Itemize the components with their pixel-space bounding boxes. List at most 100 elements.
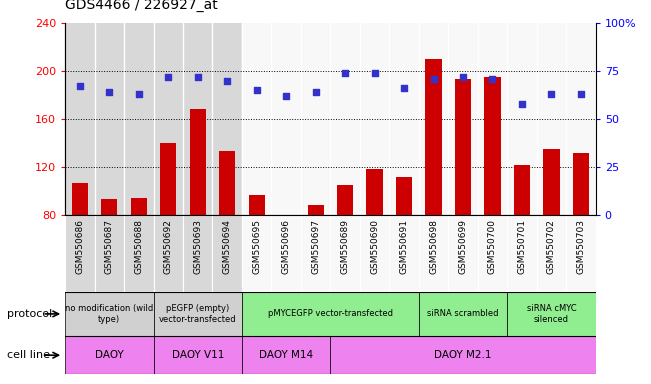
Bar (331, 336, 596, 374)
Bar (94, 23, 124, 215)
Bar (154, 215, 183, 292)
Bar (94, 215, 124, 292)
Bar (72, 183, 88, 311)
Text: GSM550699: GSM550699 (458, 219, 467, 274)
Text: GSM550693: GSM550693 (193, 219, 202, 274)
Point (517, 101, 527, 107)
Point (104, 89, 115, 95)
Bar (242, 292, 419, 336)
Bar (242, 336, 331, 374)
Bar (507, 23, 536, 215)
Bar (212, 215, 242, 292)
Text: GSM550689: GSM550689 (340, 219, 350, 274)
Text: pMYCEGFP vector-transfected: pMYCEGFP vector-transfected (268, 310, 393, 318)
Bar (101, 199, 117, 311)
Bar (278, 215, 294, 311)
Bar (360, 23, 389, 215)
Bar (573, 152, 589, 311)
Point (311, 89, 321, 95)
Bar (301, 23, 330, 215)
Bar (484, 77, 501, 311)
Text: GSM550686: GSM550686 (76, 219, 85, 274)
Bar (419, 292, 507, 336)
Bar (449, 23, 478, 215)
Text: DAOY M14: DAOY M14 (259, 350, 313, 360)
Bar (360, 215, 389, 292)
Bar (367, 169, 383, 311)
Bar (426, 59, 441, 311)
Bar (536, 23, 566, 215)
Point (340, 70, 350, 76)
Point (193, 74, 203, 80)
Text: GSM550691: GSM550691 (400, 219, 409, 274)
Point (222, 78, 232, 84)
Bar (419, 215, 449, 292)
Bar (65, 336, 154, 374)
Bar (389, 23, 419, 215)
Text: DAOY: DAOY (95, 350, 124, 360)
Text: GSM550694: GSM550694 (223, 219, 232, 274)
Bar (419, 23, 449, 215)
Point (369, 70, 380, 76)
Text: GDS4466 / 226927_at: GDS4466 / 226927_at (65, 0, 218, 12)
Text: GSM550692: GSM550692 (164, 219, 173, 274)
Bar (566, 23, 596, 215)
Bar (271, 23, 301, 215)
Bar (219, 151, 235, 311)
Bar (124, 215, 154, 292)
Bar (389, 215, 419, 292)
Point (488, 76, 498, 82)
Point (163, 74, 173, 80)
Bar (183, 215, 212, 292)
Text: GSM550690: GSM550690 (370, 219, 379, 274)
Bar (544, 149, 560, 311)
Bar (65, 23, 94, 215)
Point (458, 74, 468, 80)
Text: GSM550700: GSM550700 (488, 219, 497, 274)
Bar (154, 23, 183, 215)
Bar (154, 292, 242, 336)
Text: no modification (wild
type): no modification (wild type) (65, 304, 154, 324)
Text: GSM550698: GSM550698 (429, 219, 438, 274)
Point (251, 87, 262, 93)
Text: pEGFP (empty)
vector-transfected: pEGFP (empty) vector-transfected (159, 304, 236, 324)
Bar (249, 195, 265, 311)
Text: GSM550703: GSM550703 (576, 219, 585, 274)
Bar (478, 215, 507, 292)
Bar (449, 215, 478, 292)
Text: ■: ■ (65, 383, 81, 384)
Bar (212, 23, 242, 215)
Bar (271, 215, 301, 292)
Point (399, 85, 409, 91)
Bar (65, 215, 94, 292)
Bar (124, 23, 154, 215)
Text: siRNA cMYC
silenced: siRNA cMYC silenced (527, 304, 576, 324)
Bar (160, 143, 176, 311)
Bar (331, 23, 360, 215)
Bar (455, 79, 471, 311)
Text: GSM550696: GSM550696 (282, 219, 290, 274)
Text: DAOY M2.1: DAOY M2.1 (434, 350, 492, 360)
Bar (396, 177, 412, 311)
Point (575, 91, 586, 97)
Text: GSM550702: GSM550702 (547, 219, 556, 274)
Text: GSM550688: GSM550688 (134, 219, 143, 274)
Bar (189, 109, 206, 311)
Point (133, 91, 144, 97)
Bar (65, 292, 154, 336)
Text: DAOY V11: DAOY V11 (172, 350, 224, 360)
Text: siRNA scrambled: siRNA scrambled (427, 310, 499, 318)
Bar (301, 215, 330, 292)
Point (75, 83, 85, 89)
Text: GSM550697: GSM550697 (311, 219, 320, 274)
Text: protocol: protocol (7, 309, 52, 319)
Text: GSM550687: GSM550687 (105, 219, 114, 274)
Bar (154, 336, 242, 374)
Text: GSM550701: GSM550701 (518, 219, 527, 274)
Bar (307, 205, 324, 311)
Bar (507, 215, 536, 292)
Bar (536, 215, 566, 292)
Bar (514, 165, 530, 311)
Bar (337, 185, 353, 311)
Point (546, 91, 557, 97)
